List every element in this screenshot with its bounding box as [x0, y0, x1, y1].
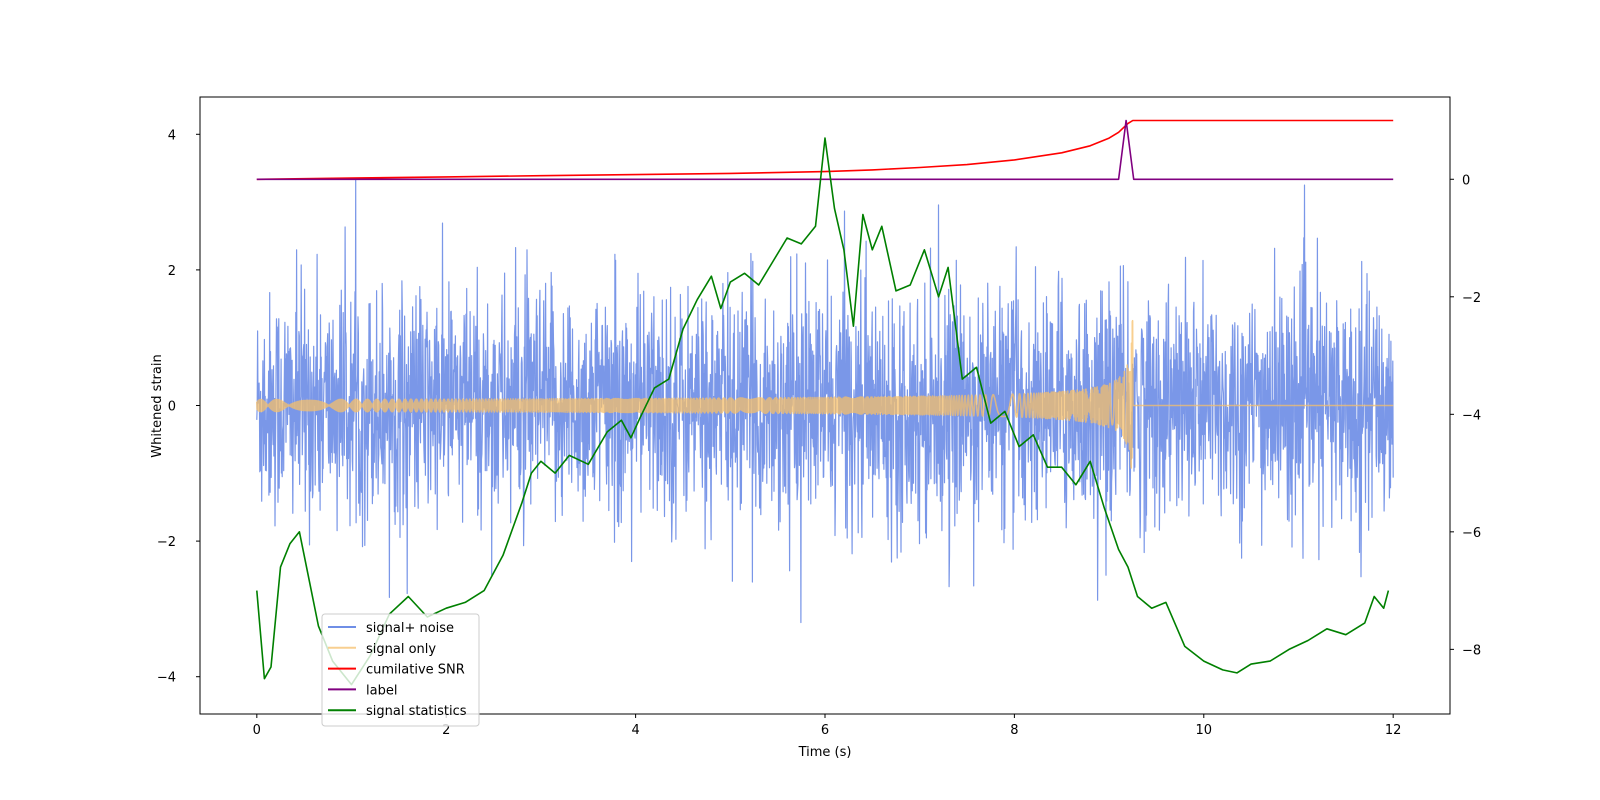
- y-tick-label: −2: [157, 535, 176, 550]
- series-layer: [256, 119, 1394, 686]
- y2-tick-label: 0: [1462, 173, 1470, 188]
- x-axis-label: Time (s): [798, 745, 852, 760]
- series-line-cumilative-snr: [256, 119, 1394, 181]
- y-axis-left: −4 −2 0 2 4: [157, 128, 200, 686]
- y-axis-right: −8 −6 −4 −2 0: [1450, 173, 1481, 658]
- y2-tick-label: −2: [1462, 291, 1481, 306]
- legend-label: label: [366, 683, 397, 698]
- legend-label: cumilative SNR: [366, 663, 465, 678]
- x-tick-label: 10: [1196, 723, 1213, 738]
- y-tick-label: −4: [157, 671, 176, 686]
- legend-box: [321, 613, 480, 727]
- x-tick-label: 2: [442, 723, 450, 738]
- legend-label: signal only: [366, 642, 436, 657]
- series-line-signal-statistics: [256, 137, 1390, 686]
- series-line-signal-only: [256, 319, 1394, 469]
- x-tick-label: 6: [821, 723, 829, 738]
- x-tick-label: 0: [253, 723, 261, 738]
- y2-tick-label: −4: [1462, 408, 1481, 423]
- y-tick-label: 4: [168, 128, 176, 143]
- legend-label: signal statistics: [366, 704, 467, 719]
- y2-tick-label: −6: [1462, 526, 1481, 541]
- legend-label: signal+ noise: [366, 621, 454, 636]
- x-tick-label: 12: [1385, 723, 1402, 738]
- legend: signal+ noise signal only cumilative SNR la…: [321, 613, 480, 727]
- y-tick-label: 0: [168, 400, 176, 415]
- x-tick-label: 4: [631, 723, 639, 738]
- y-axis-label: Whitened strain: [150, 354, 165, 457]
- x-tick-label: 8: [1010, 723, 1018, 738]
- y2-tick-label: −8: [1462, 643, 1481, 658]
- y-tick-label: 2: [168, 264, 176, 279]
